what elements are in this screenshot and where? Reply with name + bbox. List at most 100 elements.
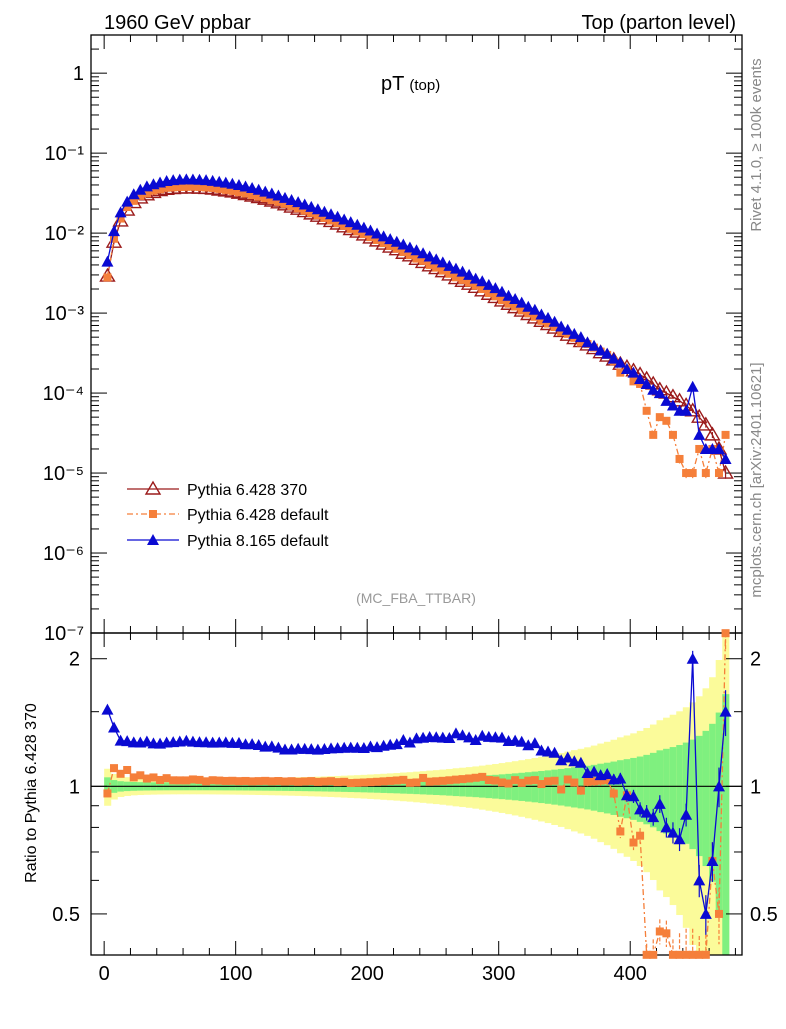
ratio-point — [561, 751, 574, 763]
ratio-point — [123, 765, 132, 774]
data-point — [373, 236, 382, 245]
ratio-point — [634, 803, 647, 815]
data-point — [371, 227, 384, 239]
data-point — [252, 183, 265, 195]
band-inner-bin — [571, 767, 579, 808]
data-point — [327, 216, 336, 225]
ratio-point — [425, 777, 434, 786]
ratio-point — [280, 777, 289, 786]
data-point — [701, 469, 710, 478]
data-point — [515, 296, 528, 308]
data-point — [524, 309, 533, 318]
band-inner-bin — [623, 759, 631, 819]
ratio-point — [221, 776, 230, 785]
data-point — [116, 214, 125, 223]
data-point — [108, 225, 121, 237]
header-left-label: 1960 GeV ppbar — [104, 12, 251, 34]
data-point — [537, 316, 546, 325]
ratio-point — [103, 789, 112, 798]
ratio-point — [478, 772, 487, 781]
ratio-point — [248, 777, 257, 786]
ratio-point — [451, 775, 460, 784]
data-point — [528, 303, 541, 315]
ratio-point — [596, 776, 605, 785]
ratio-point — [706, 854, 719, 866]
ratio-point — [313, 777, 322, 786]
data-point — [405, 251, 414, 260]
data-point — [399, 248, 408, 257]
ratio-point — [590, 777, 599, 786]
ratio-point — [390, 738, 403, 750]
data-point — [280, 199, 289, 208]
data-point — [629, 377, 638, 386]
band-inner-bin — [702, 730, 710, 867]
ratio-point — [688, 950, 697, 959]
data-point — [208, 183, 217, 192]
data-point — [550, 323, 559, 332]
ratio-point — [504, 779, 513, 788]
data-point — [412, 254, 421, 263]
y-tick-label-ratio-right: 1 — [750, 776, 761, 798]
ratio-point — [719, 705, 732, 717]
band-inner-bin — [630, 757, 638, 820]
data-point — [642, 406, 651, 415]
x-tick-label: 0 — [99, 963, 110, 985]
data-point — [423, 250, 436, 262]
data-point — [522, 300, 535, 312]
ratio-point — [254, 777, 263, 786]
data-point — [285, 194, 298, 206]
band-inner-bin — [676, 745, 684, 840]
data-point — [576, 338, 585, 347]
ratio-point — [636, 831, 645, 840]
data-point — [344, 216, 357, 228]
data-point — [668, 430, 677, 439]
ratio-point — [438, 776, 447, 785]
data-point — [333, 219, 342, 228]
ratio-point — [307, 777, 316, 786]
data-point — [649, 430, 658, 439]
ratio-point — [640, 806, 653, 818]
ratio-point — [563, 775, 572, 784]
data-point — [417, 247, 430, 259]
ratio-point — [320, 777, 329, 786]
ratio-point — [574, 756, 587, 768]
data-point — [121, 195, 134, 207]
ratio-point — [649, 950, 658, 959]
data-point — [542, 311, 555, 323]
data-point — [129, 196, 138, 205]
ratio-point — [327, 777, 336, 786]
data-point — [535, 308, 548, 320]
data-point — [357, 221, 370, 233]
data-point — [476, 275, 489, 287]
data-point — [449, 262, 462, 274]
data-point — [530, 312, 539, 321]
data-point — [254, 192, 263, 201]
data-point — [425, 260, 434, 269]
ratio-point — [366, 778, 375, 787]
data-point — [127, 188, 140, 200]
ratio-point — [528, 737, 541, 749]
data-point — [561, 323, 574, 335]
ratio-point — [129, 773, 138, 782]
ratio-point — [412, 778, 421, 787]
series-line-2 — [106, 178, 727, 460]
ratio-point — [662, 929, 671, 938]
band-inner-bin — [643, 754, 651, 825]
ratio-point — [570, 778, 579, 787]
data-point — [581, 336, 594, 348]
ratio-point — [601, 768, 614, 780]
band-inner-bin — [617, 760, 625, 817]
rivet-version-label: Rivet 4.1.0, ≥ 100k events — [748, 58, 765, 231]
ratio-point — [721, 629, 730, 638]
data-point — [491, 292, 500, 301]
ratio-point — [443, 732, 456, 744]
ratio-point — [346, 779, 355, 788]
y-tick-label-main: 10⁻³ — [45, 303, 85, 325]
data-point — [574, 331, 587, 343]
data-point — [274, 197, 283, 206]
band-inner-bin — [695, 735, 704, 857]
data-point — [228, 186, 237, 195]
data-point — [175, 182, 184, 191]
band-inner-bin — [663, 748, 671, 834]
